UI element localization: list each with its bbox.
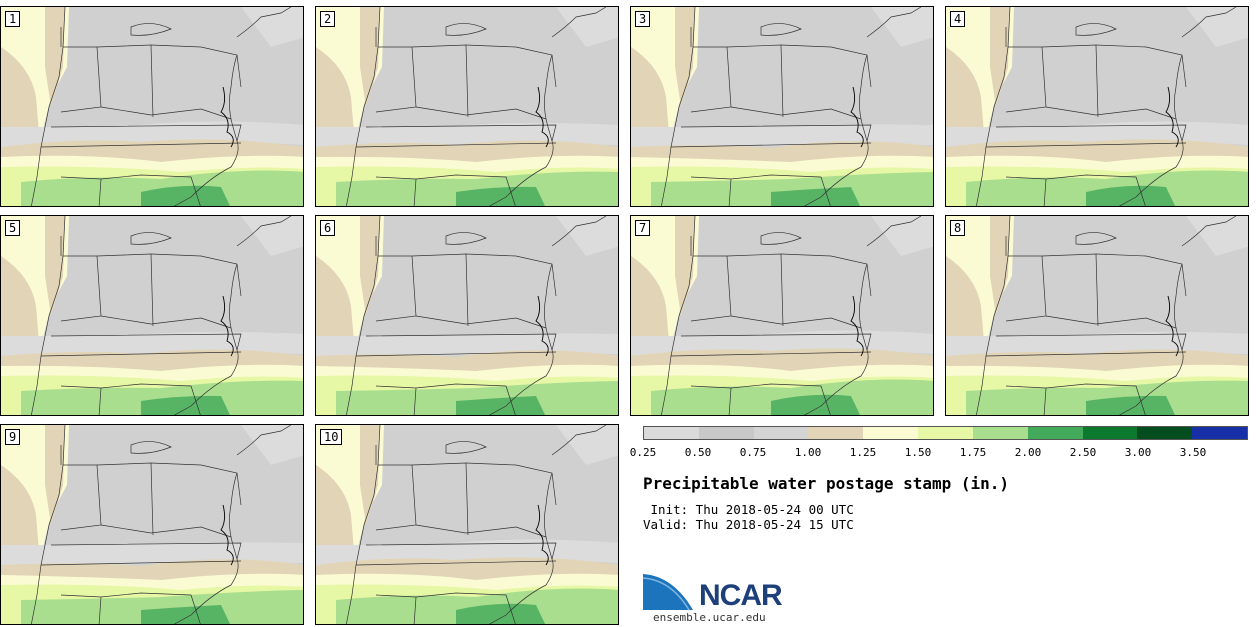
panel-number-label: 7 (635, 220, 651, 236)
valid-time: Valid: Thu 2018-05-24 15 UTC (643, 517, 854, 532)
map-title: Precipitable water postage stamp (in.) (643, 474, 1010, 493)
map-panel: 5 (0, 215, 304, 416)
init-time: Init: Thu 2018-05-24 00 UTC (643, 502, 854, 517)
colorbar-segment (808, 427, 864, 439)
colorbar-segment (863, 427, 919, 439)
panel-number-label: 3 (635, 11, 651, 27)
map-panel: 9 (0, 424, 304, 625)
map-panel: 2 (315, 6, 619, 207)
colorbar-segment (972, 427, 1028, 439)
colorbar-tick-label: 1.50 (904, 446, 932, 459)
precip-water-map (1, 425, 303, 624)
precip-water-map (316, 216, 618, 415)
precip-water-map (631, 216, 933, 415)
colorbar-tick-label: 3.00 (1124, 446, 1152, 459)
colorbar-tick-label: 0.75 (739, 446, 767, 459)
map-panel: 4 (945, 6, 1249, 207)
colorbar-tick-label: 1.25 (849, 446, 877, 459)
colorbar-segment (918, 427, 973, 439)
colorbar-segment (1137, 427, 1193, 439)
colorbar-segment (1082, 427, 1138, 439)
panel-number-label: 6 (320, 220, 336, 236)
map-panel: 6 (315, 215, 619, 416)
panel-number-label: 9 (5, 429, 21, 445)
map-panel: 3 (630, 6, 934, 207)
colorbar-tick-label: 2.50 (1069, 446, 1097, 459)
colorbar-tick-label: 1.75 (959, 446, 987, 459)
colorbar-tick-label: 1.00 (794, 446, 822, 459)
colorbar-tick-label: 2.00 (1014, 446, 1042, 459)
map-panel: 8 (945, 215, 1249, 416)
ncar-logo-text: NCAR (699, 579, 783, 612)
colorbar-segment (644, 427, 699, 439)
precip-water-map (946, 7, 1248, 206)
precip-water-map (316, 425, 618, 624)
site-url: ensemble.ucar.edu (653, 611, 766, 624)
precip-water-map (1, 7, 303, 206)
colorbar-tick-label: 0.25 (629, 446, 657, 459)
colorbar-segment (698, 427, 754, 439)
colorbar-segment (1027, 427, 1083, 439)
precip-water-map (631, 7, 933, 206)
precip-water-map (1, 216, 303, 415)
panel-number-label: 5 (5, 220, 21, 236)
colorbar-tick-label: 3.50 (1179, 446, 1207, 459)
map-panel: 7 (630, 215, 934, 416)
colorbar-tick-label: 0.50 (684, 446, 712, 459)
precip-water-map (316, 7, 618, 206)
ncar-logo-icon (643, 571, 698, 611)
panel-number-label: 8 (950, 220, 966, 236)
precip-water-map (946, 216, 1248, 415)
panel-number-label: 1 (5, 11, 21, 27)
colorbar (643, 426, 1248, 440)
colorbar-segment (753, 427, 809, 439)
map-panel: 1 (0, 6, 304, 207)
panel-number-label: 4 (950, 11, 966, 27)
panel-number-label: 10 (320, 429, 343, 445)
colorbar-segment (1192, 427, 1247, 439)
map-panel: 10 (315, 424, 619, 625)
panel-number-label: 2 (320, 11, 336, 27)
